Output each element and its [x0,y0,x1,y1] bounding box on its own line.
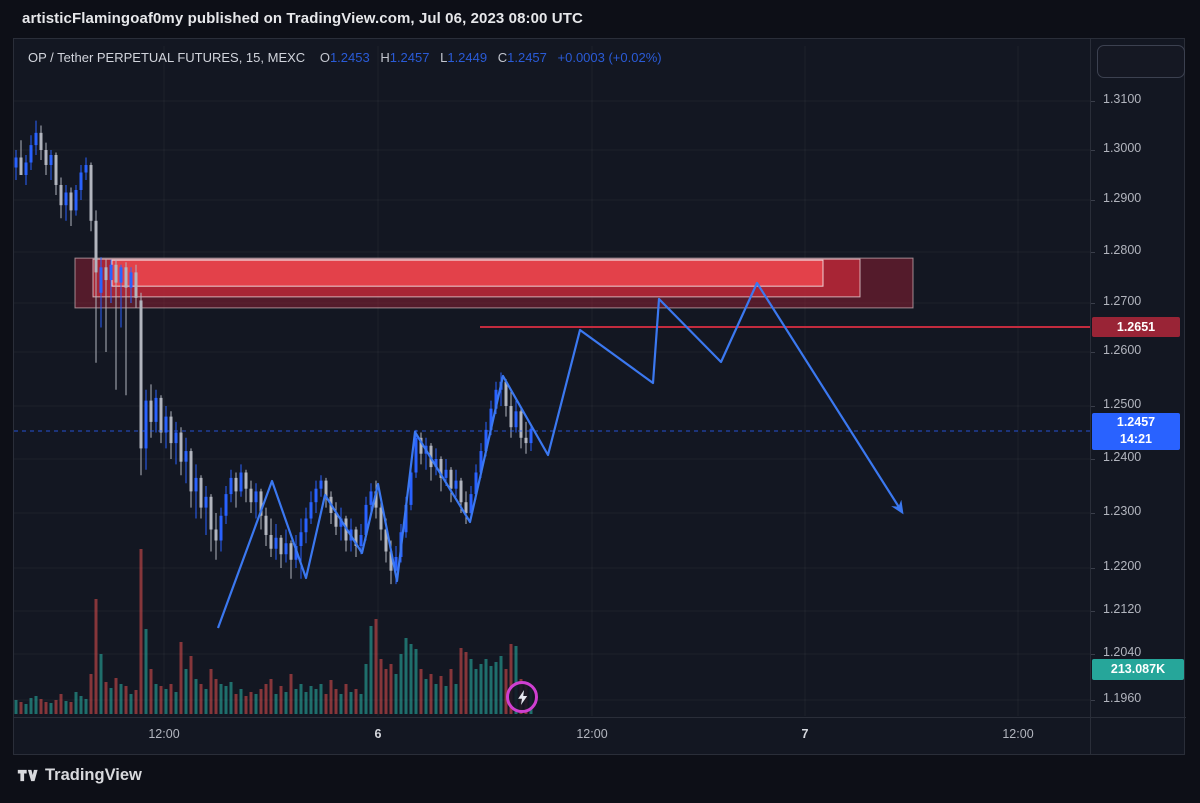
price-label-1.3000: 1.3000 [1103,141,1142,155]
lightning-badge[interactable] [506,681,538,713]
price-label-1.2200: 1.2200 [1103,559,1142,573]
publish-banner: artisticFlamingoaf0my published on Tradi… [22,10,583,27]
high-label: H [380,50,390,65]
brand-name: TradingView [45,766,142,784]
low-label: L [440,50,448,65]
footer-brand[interactable]: TradingView [17,765,142,786]
price-tick [1091,654,1095,655]
tradingview-logo [17,769,38,782]
price-label-1.2500: 1.2500 [1103,397,1142,411]
price-tick [1091,700,1095,701]
time-label-7: 7 [801,727,809,741]
price-tick [1091,611,1095,612]
price-label-1.2400: 1.2400 [1103,450,1142,464]
high-value: 1.2457 [389,50,430,65]
price-tick [1091,459,1095,460]
price-label-1.2800: 1.2800 [1103,243,1142,257]
price-tick [1091,101,1095,102]
price-tick [1091,200,1095,201]
price-tick [1091,150,1095,151]
price-tick [1091,252,1095,253]
price-label-1.2600: 1.2600 [1103,343,1142,357]
time-label-12:00: 12:00 [1002,727,1034,741]
level-price-badge: 1.2651 [1092,317,1180,337]
symbol-title: OP / Tether PERPETUAL FUTURES, 15, MEXC [28,50,306,65]
price-label-1.2120: 1.2120 [1103,602,1142,616]
last-price-value: 1.2457 [1116,415,1156,429]
chart-widget[interactable] [13,38,1185,755]
price-scale[interactable]: 1.2651 1.2457 14:21 213.087K 1.3100 1.300… [1091,38,1186,717]
price-tick [1091,568,1095,569]
time-label-6: 6 [374,727,382,741]
toolbar-placeholder[interactable] [1097,45,1185,78]
close-label: C [497,50,508,65]
symbol-legend: OP / Tether PERPETUAL FUTURES, 15, MEXC … [28,50,662,65]
change-value: +0.0003 (+0.02%) [557,50,662,65]
volume-badge: 213.087K [1092,659,1184,680]
countdown-timer: 14:21 [1120,432,1152,446]
time-axis-separator [13,717,1186,718]
time-scale[interactable]: 12:00 6 12:00 7 12:00 [13,718,1090,755]
price-tick [1091,303,1095,304]
open-value: 1.2453 [329,50,370,65]
low-value: 1.2449 [447,50,488,65]
price-tick [1091,513,1095,514]
price-label-1.2700: 1.2700 [1103,294,1142,308]
lightning-bolt-icon [517,689,527,705]
price-label-1.2900: 1.2900 [1103,191,1142,205]
price-label-1.3100: 1.3100 [1103,92,1142,106]
open-label: O [319,50,330,65]
last-price-badge: 1.2457 14:21 [1092,413,1180,450]
close-value: 1.2457 [507,50,547,65]
price-tick [1091,406,1095,407]
price-label-1.2040: 1.2040 [1103,645,1142,659]
time-label-12:00: 12:00 [576,727,608,741]
price-tick [1091,352,1095,353]
price-label-1.1960: 1.1960 [1103,691,1142,705]
price-label-1.2300: 1.2300 [1103,504,1142,518]
time-label-12:00: 12:00 [148,727,180,741]
price-axis-separator [1090,38,1091,755]
